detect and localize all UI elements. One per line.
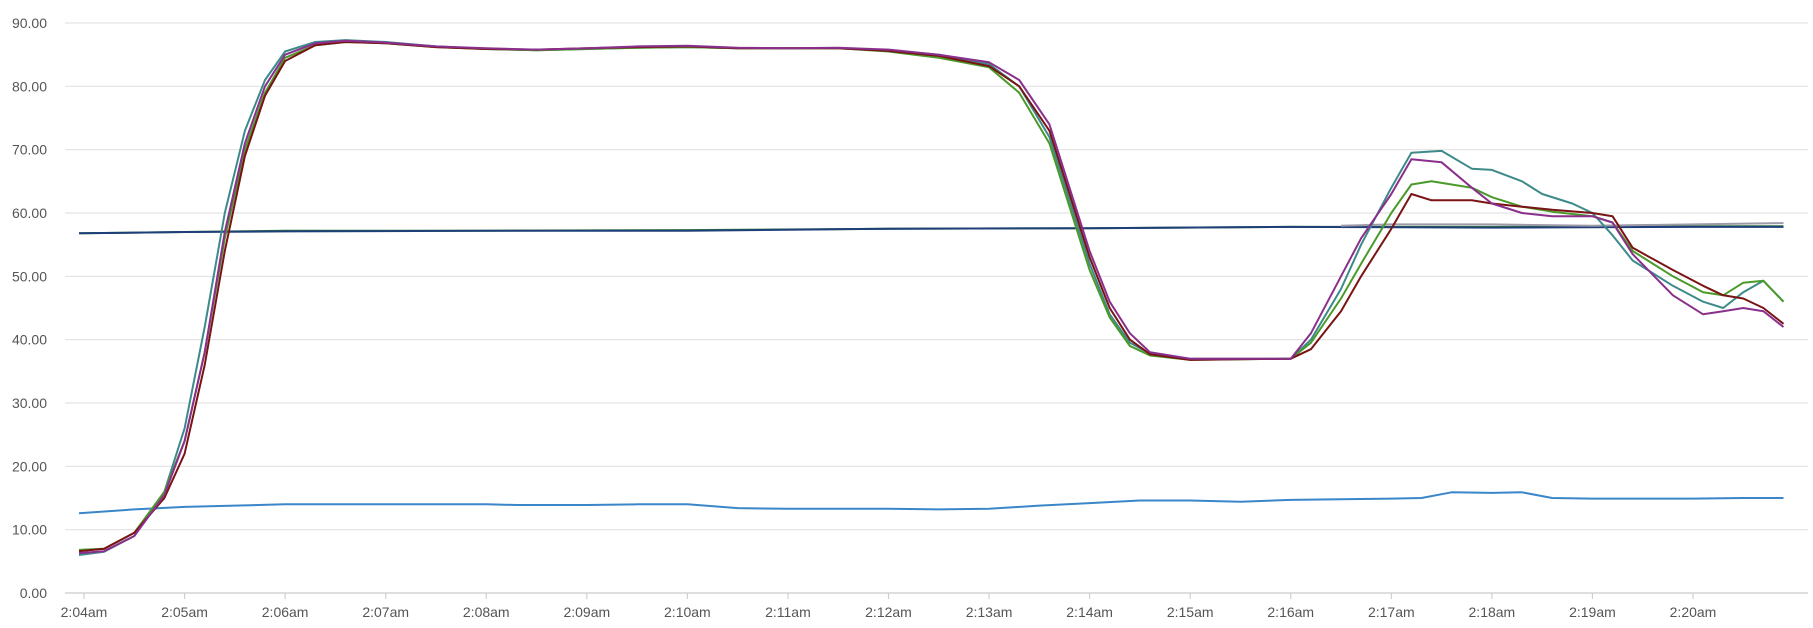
y-tick-label: 80.00 bbox=[12, 78, 47, 94]
x-tick-label: 2:10am bbox=[664, 604, 711, 620]
x-tick-label: 2:09am bbox=[563, 604, 610, 620]
series-line-4 bbox=[78, 491, 1784, 515]
series-line-3 bbox=[1340, 222, 1784, 227]
x-tick-label: 2:07am bbox=[362, 604, 409, 620]
x-tick-label: 2:13am bbox=[966, 604, 1013, 620]
x-tick-label: 2:15am bbox=[1167, 604, 1214, 620]
y-tick-label: 20.00 bbox=[12, 458, 47, 474]
x-axis-tick-labels: 2:04am 2:05am 2:06am 2:07am 2:08am 2:09am 2:10… bbox=[61, 604, 1717, 620]
series-line-8 bbox=[78, 39, 1785, 555]
x-tick-label: 2:05am bbox=[161, 604, 208, 620]
x-tick-label: 2:06am bbox=[262, 604, 309, 620]
x-tick-label: 2:14am bbox=[1066, 604, 1113, 620]
series-line-5 bbox=[78, 39, 1785, 556]
series-line-7 bbox=[78, 41, 1785, 553]
x-tick-label: 2:17am bbox=[1368, 604, 1415, 620]
x-tick-label: 2:08am bbox=[463, 604, 510, 620]
series-group bbox=[78, 39, 1785, 556]
y-tick-label: 40.00 bbox=[12, 332, 47, 348]
y-axis-tick-labels: 0.00 10.00 20.00 30.00 40.00 50.00 60.00 70.00 8… bbox=[12, 15, 47, 601]
y-tick-label: 50.00 bbox=[12, 268, 47, 284]
series-line-2 bbox=[78, 225, 1784, 235]
axes bbox=[65, 592, 1808, 599]
x-tick-label: 2:11am bbox=[765, 604, 811, 620]
series-line-6 bbox=[78, 41, 1785, 551]
x-tick-label: 2:20am bbox=[1670, 604, 1717, 620]
y-tick-label: 90.00 bbox=[12, 15, 47, 31]
x-tick-label: 2:19am bbox=[1569, 604, 1616, 620]
y-tick-label: 70.00 bbox=[12, 142, 47, 158]
x-tick-label: 2:16am bbox=[1267, 604, 1314, 620]
x-tick-label: 2:12am bbox=[865, 604, 912, 620]
grid-lines bbox=[65, 22, 1808, 594]
x-tick-label: 2:18am bbox=[1469, 604, 1516, 620]
x-tick-label: 2:04am bbox=[61, 604, 108, 620]
y-tick-label: 30.00 bbox=[12, 395, 47, 411]
y-tick-label: 0.00 bbox=[20, 585, 47, 601]
y-tick-label: 60.00 bbox=[12, 205, 47, 221]
y-tick-label: 10.00 bbox=[12, 522, 47, 538]
